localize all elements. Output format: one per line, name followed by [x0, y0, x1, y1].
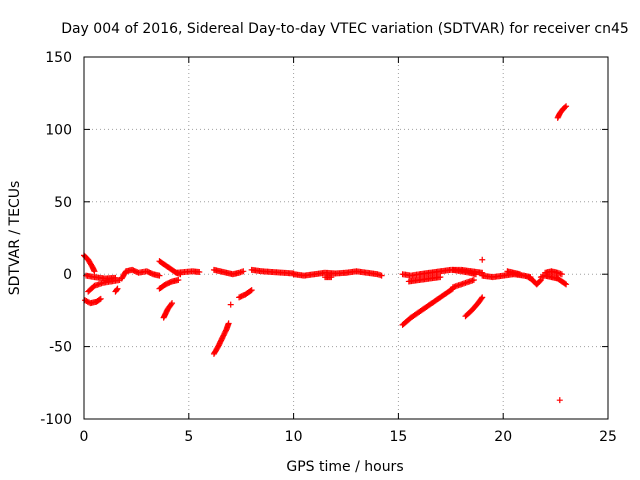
data-points [81, 103, 570, 404]
data-point [112, 274, 119, 281]
data-point [227, 301, 234, 308]
data-arc-arc-11 [210, 320, 232, 357]
data-point [169, 300, 176, 307]
data-arc-arc-13 [227, 301, 234, 308]
data-arc-arc-30 [542, 268, 565, 278]
y-axis-title: SDTVAR / TECUs [7, 181, 23, 296]
data-arc-arc-33 [556, 397, 563, 404]
y-tick-label: -50 [49, 340, 72, 356]
y-tick-label: -100 [40, 412, 72, 428]
data-arc-arc-21 [405, 274, 444, 285]
data-arc-arc-25 [479, 256, 486, 263]
data-point [328, 274, 335, 281]
data-arc-arc-01 [81, 252, 98, 275]
data-point [562, 280, 569, 287]
data-point [563, 281, 570, 288]
data-arc-arc-22 [449, 266, 479, 278]
data-arc-arc-28 [525, 274, 544, 288]
x-tick-label: 5 [184, 429, 193, 445]
data-arc-arc-26 [479, 271, 534, 281]
data-arc-arc-04 [83, 272, 119, 282]
data-point [247, 287, 254, 294]
data-arc-arc-06 [118, 266, 163, 282]
x-tick-label: 0 [80, 429, 89, 445]
data-arc-arc-18 [343, 268, 385, 279]
x-tick-labels: 0 5 10 15 20 25 [80, 429, 617, 445]
y-tick-label: 150 [45, 50, 72, 66]
data-arc-arc-32 [554, 103, 570, 121]
data-point [537, 277, 544, 284]
data-arc-arc-29 [537, 272, 561, 282]
data-point [240, 268, 247, 275]
data-point [472, 271, 479, 278]
y-tick-labels: -100 -50 0 50 100 150 [40, 50, 72, 428]
data-point [558, 271, 565, 278]
data-point [114, 285, 121, 292]
x-tick-label: 20 [494, 429, 512, 445]
data-arc-arc-10 [173, 268, 203, 276]
data-point [168, 301, 175, 308]
data-arc-arc-31 [554, 275, 570, 288]
data-arc-arc-27 [504, 268, 523, 278]
data-point [196, 269, 203, 276]
data-point [556, 397, 563, 404]
data-arc-arc-12 [210, 266, 247, 278]
data-arc-arc-05 [112, 285, 121, 295]
data-point [91, 268, 98, 275]
data-arc-arc-16 [290, 269, 349, 279]
data-arc-arc-19 [399, 285, 456, 328]
data-arc-arc-09 [160, 300, 176, 321]
y-tick-label: 0 [63, 267, 72, 283]
data-arc-arc-07 [156, 276, 182, 292]
data-point [562, 104, 569, 111]
y-tick-label: 50 [54, 195, 72, 211]
x-axis-title: GPS time / hours [286, 459, 403, 475]
x-tick-label: 15 [389, 429, 407, 445]
grid-lines [84, 57, 608, 419]
plot-frame [83, 56, 609, 420]
y-tick-label: 100 [45, 122, 72, 138]
data-point [478, 295, 485, 302]
data-point [175, 276, 182, 283]
data-point [516, 271, 523, 278]
data-arc-arc-24 [462, 294, 486, 320]
data-point [479, 294, 486, 301]
data-point [248, 287, 255, 294]
data-point [113, 286, 120, 293]
data-arc-arc-23 [449, 276, 477, 291]
x-tick-label: 25 [599, 429, 617, 445]
data-arc-arc-15 [248, 266, 297, 277]
data-point [96, 296, 103, 303]
x-tick-label: 10 [285, 429, 303, 445]
data-point [563, 103, 570, 110]
data-point [479, 256, 486, 263]
data-arc-arc-02 [82, 295, 104, 307]
data-point [437, 274, 444, 281]
chart-title: Day 004 of 2016, Sidereal Day-to-day VTE… [61, 21, 629, 37]
axis-ticks [83, 56, 609, 420]
data-arc-arc-17 [322, 274, 335, 281]
data-point [97, 295, 104, 302]
data-point [378, 272, 385, 279]
data-point [470, 276, 477, 283]
data-point [156, 272, 163, 279]
data-arc-arc-14 [236, 287, 255, 301]
data-point [225, 320, 232, 327]
